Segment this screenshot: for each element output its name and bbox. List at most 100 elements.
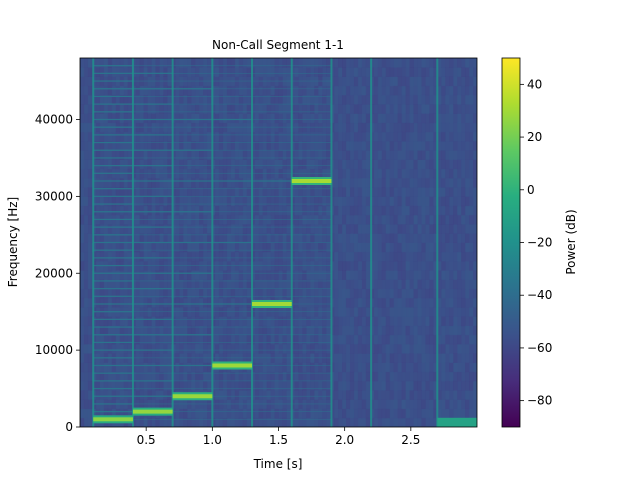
noise-cell	[433, 85, 438, 96]
noise-cell	[349, 94, 355, 105]
noise-cell	[282, 104, 287, 114]
noise-cell	[421, 251, 426, 262]
noise-cell	[322, 205, 327, 216]
noise-cell	[421, 390, 426, 400]
noise-cell	[187, 131, 192, 142]
noise-cell	[314, 316, 319, 327]
noise-cell	[429, 380, 434, 391]
noise-cell	[294, 343, 299, 354]
noise-cell	[461, 205, 466, 216]
noise-cell	[373, 343, 379, 354]
noise-cell	[377, 224, 383, 234]
noise-cell	[425, 353, 430, 363]
noise-cell	[199, 205, 204, 216]
noise-cell	[143, 113, 148, 124]
noise-cell	[425, 362, 430, 373]
noise-cell	[417, 67, 422, 77]
noise-cell	[83, 380, 89, 391]
harmonic-ridge	[212, 157, 253, 159]
noise-cell	[353, 316, 359, 327]
noise-cell	[306, 94, 311, 105]
noise-cell	[238, 104, 244, 114]
noise-cell	[179, 150, 184, 160]
noise-cell	[409, 242, 414, 253]
noise-cell	[421, 353, 426, 363]
noise-cell	[334, 159, 339, 170]
noise-cell	[377, 251, 383, 262]
noise-cell	[183, 242, 188, 253]
noise-cell	[405, 371, 411, 382]
noise-cell	[342, 205, 347, 216]
noise-cell	[222, 316, 228, 327]
noise-cell	[334, 334, 339, 345]
noise-cell	[437, 307, 442, 317]
noise-cell	[234, 104, 240, 114]
noise-cell	[461, 187, 466, 197]
noise-cell	[298, 417, 303, 427]
noise-cell	[441, 58, 446, 68]
harmonic-ridge	[252, 226, 292, 228]
noise-cell	[441, 131, 446, 142]
noise-cell	[199, 251, 204, 262]
harmonic-ridge	[132, 103, 173, 105]
harmonic-ridge	[172, 357, 213, 359]
noise-cell	[353, 270, 359, 280]
harmonic-ridge	[212, 80, 253, 82]
noise-cell	[135, 94, 141, 105]
noise-cell	[183, 177, 188, 188]
noise-cell	[159, 316, 164, 327]
noise-cell	[266, 362, 272, 373]
noise-cell	[334, 104, 339, 114]
noise-cell	[397, 325, 403, 336]
noise-cell	[159, 187, 164, 197]
noise-cell	[361, 187, 367, 197]
noise-cell	[207, 104, 212, 114]
noise-cell	[477, 224, 481, 234]
noise-cell	[175, 343, 180, 354]
noise-cell	[203, 177, 208, 188]
noise-cell	[342, 343, 347, 354]
noise-cell	[262, 251, 268, 262]
noise-cell	[218, 390, 224, 400]
noise-cell	[195, 251, 200, 262]
noise-cell	[195, 104, 200, 114]
noise-cell	[139, 288, 145, 299]
noise-cell	[111, 242, 117, 253]
noise-cell	[83, 58, 89, 68]
noise-cell	[405, 251, 411, 262]
noise-cell	[278, 343, 283, 354]
noise-cell	[457, 297, 462, 308]
noise-cell	[298, 251, 303, 262]
noise-cell	[437, 177, 442, 188]
noise-cell	[147, 242, 152, 253]
noise-cell	[433, 196, 438, 207]
noise-cell	[199, 417, 204, 427]
noise-cell	[310, 242, 315, 253]
noise-cell	[413, 224, 418, 234]
noise-cell	[393, 242, 399, 253]
noise-cell	[377, 122, 383, 133]
noise-cell	[238, 113, 244, 124]
harmonic-ridge	[291, 157, 332, 159]
noise-cell	[226, 58, 232, 68]
harmonic-ridge	[132, 334, 173, 336]
noise-cell	[139, 334, 145, 345]
noise-cell	[147, 104, 152, 114]
noise-cell	[95, 408, 101, 419]
noise-cell	[286, 196, 291, 207]
noise-cell	[409, 325, 414, 336]
noise-cell	[143, 159, 148, 170]
noise-cell	[270, 187, 276, 197]
noise-cell	[234, 371, 240, 382]
noise-cell	[218, 94, 224, 105]
noise-cell	[159, 196, 164, 207]
noise-cell	[469, 159, 474, 170]
noise-cell	[409, 288, 414, 299]
noise-cell	[449, 251, 454, 262]
noise-cell	[393, 205, 399, 216]
noise-cell	[413, 150, 418, 160]
noise-cell	[87, 353, 93, 363]
noise-cell	[409, 251, 414, 262]
noise-cell	[441, 242, 446, 253]
harmonic-ridge	[93, 149, 133, 151]
